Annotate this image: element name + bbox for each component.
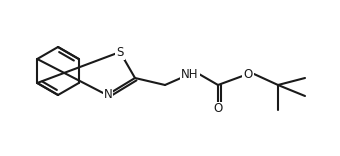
Text: O: O bbox=[214, 102, 223, 115]
Text: O: O bbox=[243, 68, 253, 80]
Text: S: S bbox=[116, 46, 124, 59]
Text: N: N bbox=[104, 88, 113, 100]
Text: NH: NH bbox=[181, 68, 199, 80]
